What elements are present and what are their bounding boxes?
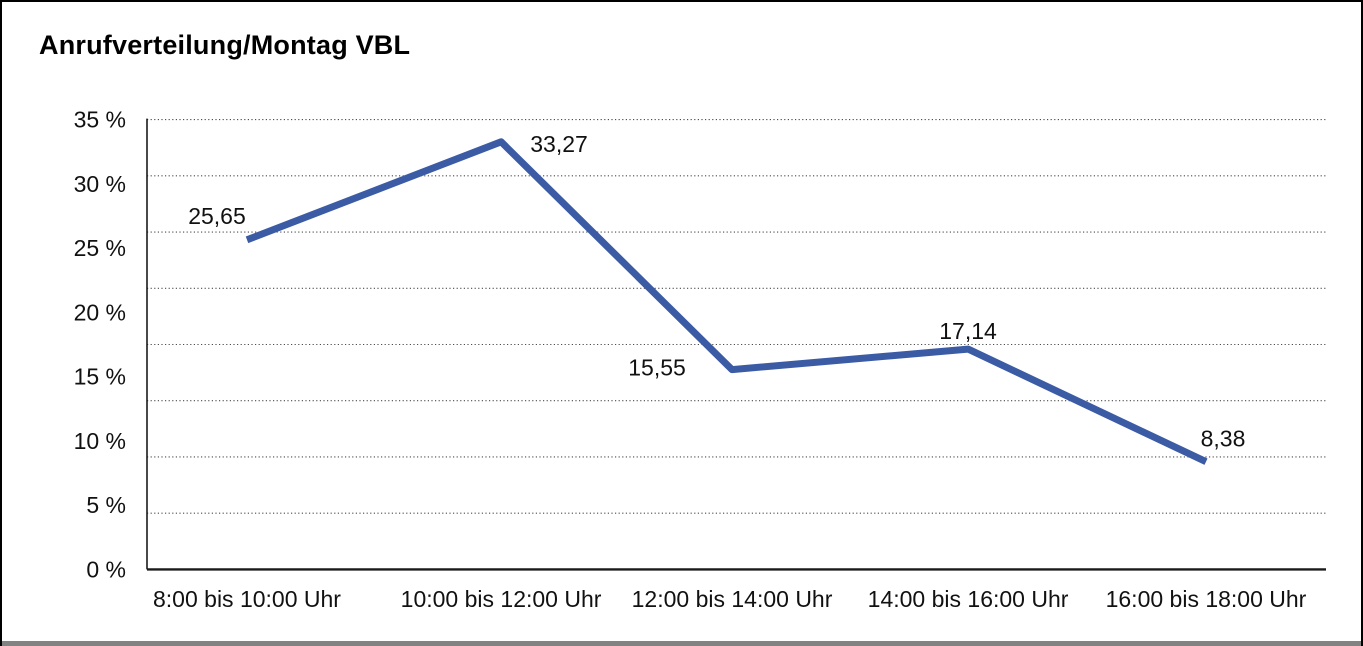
y-tick-label: 30 % xyxy=(74,171,126,197)
data-point-label: 33,27 xyxy=(530,131,588,157)
chart-title: Anrufverteilung/Montag VBL xyxy=(39,30,411,60)
y-tick-label: 0 % xyxy=(86,556,126,582)
y-tick-label: 25 % xyxy=(74,235,126,261)
data-point-label: 8,38 xyxy=(1201,426,1246,452)
y-tick-label: 10 % xyxy=(74,428,126,454)
y-tick-label: 5 % xyxy=(86,492,126,518)
page-bottom-edge xyxy=(2,641,1361,646)
data-point-label: 25,65 xyxy=(188,203,246,229)
x-tick-label: 14:00 bis 16:00 Uhr xyxy=(868,586,1069,612)
x-tick-label: 16:00 bis 18:00 Uhr xyxy=(1106,586,1307,612)
data-series-line xyxy=(245,138,1208,465)
x-tick-label: 8:00 bis 10:00 Uhr xyxy=(153,586,341,612)
x-tick-label: 12:00 bis 14:00 Uhr xyxy=(632,586,833,612)
x-tick-label: 10:00 bis 12:00 Uhr xyxy=(401,586,602,612)
y-tick-label: 15 % xyxy=(74,364,126,390)
data-point-label: 15,55 xyxy=(628,355,686,381)
data-point-label: 17,14 xyxy=(939,318,997,344)
y-tick-label: 20 % xyxy=(74,299,126,325)
y-tick-label: 35 % xyxy=(74,107,126,133)
